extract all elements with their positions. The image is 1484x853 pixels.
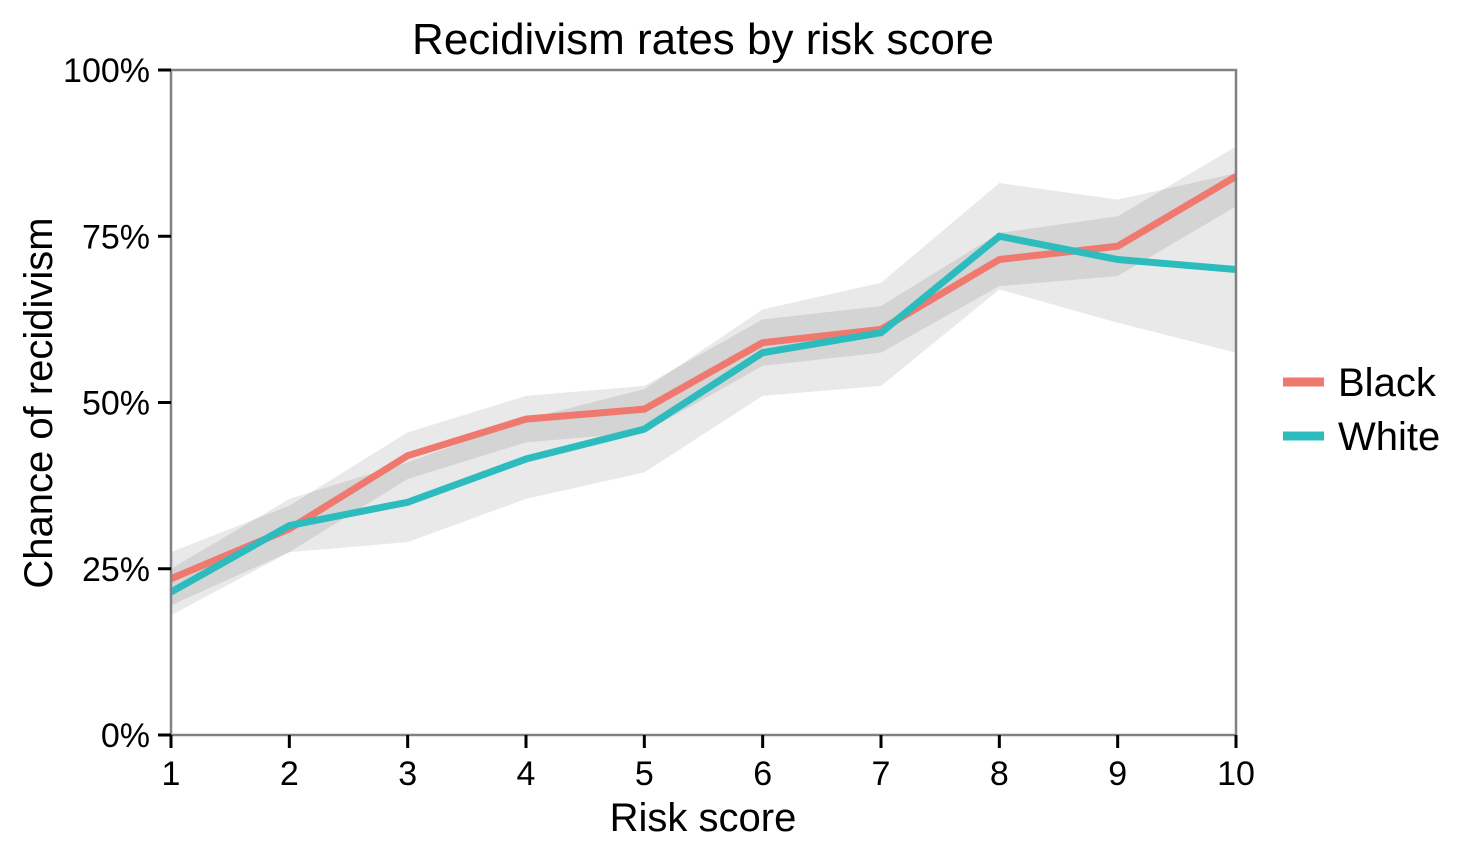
- x-axis-label: Risk score: [610, 796, 797, 840]
- x-tick-label: 8: [990, 755, 1009, 793]
- x-tick-label: 10: [1217, 755, 1255, 793]
- series-lines: [169, 173, 1238, 596]
- confidence-bands: [171, 146, 1236, 616]
- x-tick-label: 7: [872, 755, 891, 793]
- y-tick-label: 100%: [63, 52, 150, 90]
- chart-title: Recidivism rates by risk score: [412, 15, 994, 64]
- axis-tick-labels: 1 2 3 4 5 6 7 8 9 100%25%50%75%100%: [63, 52, 1255, 793]
- axis-ticks: [158, 68, 1238, 748]
- y-axis-label: Chance of recidivism: [17, 217, 61, 588]
- white-line: [169, 232, 1237, 596]
- x-tick-label: 9: [1108, 755, 1127, 793]
- y-tick-label: 75%: [82, 218, 150, 256]
- y-tick-label: 0%: [101, 717, 150, 755]
- legend-label-black: Black: [1338, 361, 1437, 405]
- x-tick-label: 5: [635, 755, 654, 793]
- y-tick-label: 50%: [82, 385, 150, 423]
- y-tick-label: 25%: [82, 551, 150, 589]
- legend: Black White: [1283, 361, 1440, 459]
- x-tick-label: 3: [398, 755, 417, 793]
- x-tick-label: 2: [280, 755, 299, 793]
- legend-label-white: White: [1338, 415, 1440, 459]
- x-tick-label: 6: [753, 755, 772, 793]
- black-line: [169, 173, 1238, 582]
- x-tick-label: 4: [517, 755, 536, 793]
- x-tick-label: 1: [162, 755, 181, 793]
